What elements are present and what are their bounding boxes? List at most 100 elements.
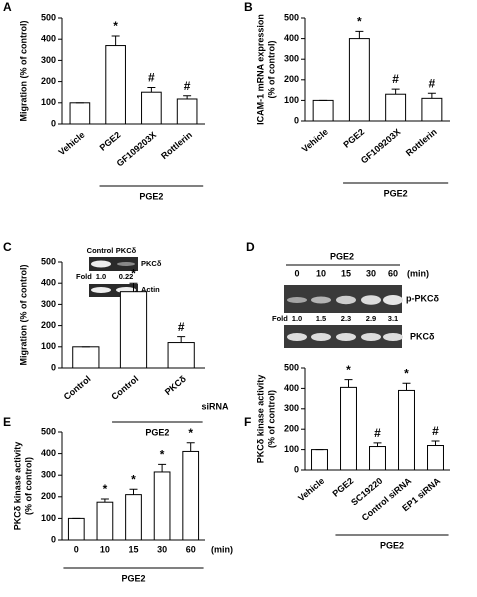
x-tick-label: PGE2 [330,476,355,499]
bar [105,45,126,125]
error-bar [355,30,364,39]
x-tick-label: GF109203X [359,127,403,166]
y-tick-label: 200 [284,424,299,434]
fold-value: 2.3 [341,314,351,323]
y-axis-title: PKCδ kinase activity [255,375,265,464]
significance-marker: # [392,72,399,86]
fold-label: Fold [76,272,92,281]
x-tick-label: 15 [128,544,138,554]
y-tick-label: 200 [41,76,56,86]
fold-value: 2.9 [366,314,376,323]
error-bar [373,442,382,447]
bar [67,517,85,541]
band [336,295,356,305]
unit-label: (min) [407,268,429,278]
bar [340,386,357,471]
lane-label: 60 [388,268,398,278]
fold-value: 0.22 [119,272,134,281]
significance-marker: * [188,426,193,440]
significance-marker: * [131,266,136,280]
x-tick-label: PGE2 [98,130,123,153]
y-tick-label: 100 [284,95,299,105]
fold-value: 1.0 [96,272,106,281]
lane-label: Control [87,246,114,255]
error-bar [431,440,440,446]
y-tick-label: 500 [41,256,56,266]
lane-label: 30 [366,268,376,278]
bar [182,450,200,541]
panel-letter: E [3,415,11,429]
error-bar [391,88,400,95]
x-tick-label: GF109203X [115,130,159,169]
y-tick-label: 300 [41,55,56,65]
row-label: Actin [141,285,160,294]
significance-marker: # [178,320,185,334]
y-tick-label: 0 [51,362,56,372]
bar [369,446,386,471]
y-tick-label: 0 [294,464,299,474]
significance-marker: * [113,19,118,33]
y-axis-title: Migration (% of control) [18,21,28,122]
x-tick-label: 10 [100,544,110,554]
x-tick-label: Vehicle [300,127,330,155]
y-tick-label: 100 [41,97,56,107]
group-label: PGE2 [139,191,163,201]
x-tick-label: 0 [74,544,79,554]
x-tick-label: Control [109,374,140,402]
y-tick-label: 300 [41,470,56,480]
blot [89,257,138,271]
significance-marker: * [131,472,136,486]
y-axis-title: ICAM-1 mRNA expression [255,14,265,125]
row-label: PKCδ [141,259,162,268]
significance-marker: * [404,366,409,380]
bar [348,38,370,122]
error-bar [129,282,138,292]
significance-marker: * [160,448,165,462]
y-axis-title: (% of control) [266,41,276,99]
error-bar [147,87,156,93]
y-tick-label: 200 [41,491,56,501]
band [311,333,331,341]
bar [72,346,100,369]
bar [69,102,91,125]
bar [96,501,114,541]
band [91,287,111,293]
band [311,296,331,304]
group-label: PGE2 [384,188,408,198]
band [91,260,111,268]
y-tick-label: 500 [41,426,56,436]
band [117,262,135,266]
group-label: PGE2 [145,427,169,437]
significance-marker: * [103,482,108,496]
bar [312,99,334,122]
bar [427,445,444,471]
error-bar [177,336,186,343]
bar [176,98,198,125]
y-tick-label: 400 [41,278,56,288]
y-tick-label: 400 [41,448,56,458]
fold-value: 3.1 [388,314,398,323]
y-tick-label: 300 [41,299,56,309]
group-label: PGE2 [380,540,404,550]
x-tick-label: Rottlerin [404,127,439,158]
panel-letter: C [3,240,12,254]
group-label: PGE2 [121,573,145,583]
y-tick-label: 0 [51,534,56,544]
y-tick-label: 100 [41,513,56,523]
y-tick-label: 100 [284,444,299,454]
error-bar [183,95,192,99]
panel-letter: A [3,0,12,14]
panel-letter: B [244,0,253,14]
lane-label: 10 [316,268,326,278]
y-tick-label: 100 [41,341,56,351]
significance-marker: # [148,71,155,85]
y-axis-title: PKCδ kinase activity [12,442,22,531]
significance-marker: # [432,424,439,438]
y-tick-label: 400 [284,383,299,393]
y-tick-label: 400 [284,33,299,43]
fold-value: 1.5 [316,314,326,323]
y-tick-label: 200 [284,74,299,84]
band [361,295,381,305]
error-bar [158,463,167,472]
